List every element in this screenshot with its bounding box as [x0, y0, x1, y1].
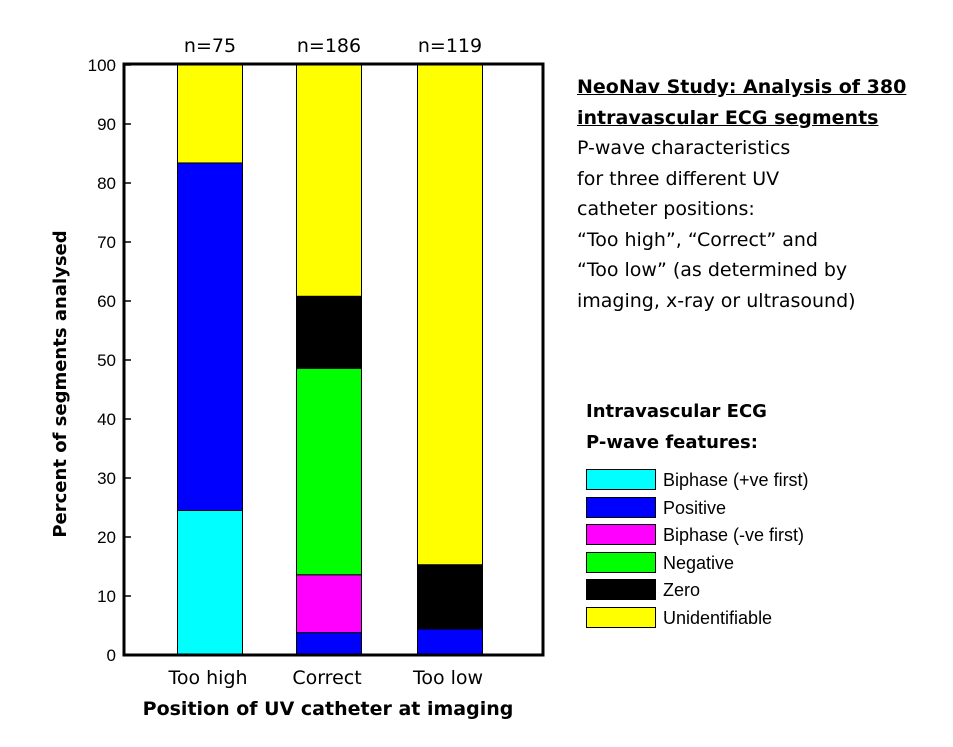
- category-count-label: n=119: [418, 35, 482, 57]
- study-title-line-2: intravascular ECG segments: [577, 106, 879, 129]
- category-count-label: n=186: [297, 35, 361, 57]
- x-tick-label: Correct: [292, 667, 361, 689]
- legend-label: Unidentifiable: [663, 607, 773, 628]
- legend-label: Negative: [663, 552, 735, 573]
- bar-segment-2-5: [417, 64, 483, 566]
- bar-segment-1-2: [296, 574, 362, 634]
- y-tick-label: 90: [97, 115, 116, 134]
- x-tick-label: Too low: [412, 667, 483, 689]
- bar-segment-0-5: [177, 64, 243, 164]
- y-tick-label: 60: [97, 292, 116, 311]
- category-count-labels: n=75 n=186 n=119: [184, 35, 482, 57]
- description-line-5: “Too low” (as determined by: [577, 259, 848, 281]
- legend-title-line-1: Intravascular ECG: [586, 401, 767, 422]
- bar-segment-2-4: [417, 564, 483, 630]
- legend-swatch: [586, 496, 656, 518]
- description-line-3: catheter positions:: [577, 198, 755, 220]
- legend-label: Biphase (+ve first): [663, 470, 809, 490]
- description-line-2: for three different UV: [577, 167, 780, 190]
- y-tick-label: 30: [97, 469, 116, 488]
- legend-label: Zero: [663, 580, 701, 600]
- bar-group: [177, 64, 483, 656]
- legend-swatch: [586, 524, 656, 545]
- y-tick-label: 40: [97, 410, 116, 429]
- y-tick-label: 20: [97, 528, 116, 547]
- legend-title-line-2: P-wave features:: [586, 432, 758, 453]
- bar-segment-1-5: [296, 64, 362, 297]
- legend-label: Positive: [663, 497, 727, 518]
- x-axis-tick-labels: Too high Correct Too low: [167, 667, 483, 689]
- bar-segment-0-0: [177, 509, 243, 656]
- y-tick-label: 100: [88, 56, 116, 75]
- x-tick-label: Too high: [167, 667, 247, 689]
- x-axis-label: Position of UV catheter at imaging: [143, 698, 514, 720]
- study-title-line-1: NeoNav Study: Analysis of 380: [577, 76, 907, 98]
- description-line-1: P-wave characteristics: [577, 137, 791, 159]
- bar-segment-1-4: [296, 295, 362, 369]
- category-count-label: n=75: [184, 35, 236, 57]
- study-annotation: NeoNav Study: Analysis of 380 intravascu…: [577, 72, 947, 316]
- description-line-6: imaging, x-ray or ultrasound): [577, 289, 856, 312]
- y-tick-label: 50: [97, 351, 116, 370]
- legend-swatch: [586, 606, 656, 628]
- bar-segment-1-1: [296, 632, 362, 656]
- legend-label: Biphase (-ve first): [663, 525, 805, 545]
- y-tick-label: 10: [97, 587, 116, 606]
- y-axis-ticks: 0 10 20 30 40 50 60 70 80 90 100: [88, 56, 131, 665]
- legend-swatch: [586, 551, 656, 573]
- y-tick-label: 70: [97, 233, 116, 252]
- y-axis-label: Percent of segments analysed: [50, 230, 71, 537]
- y-tick-label: 80: [97, 174, 116, 193]
- legend-swatch: [586, 579, 656, 600]
- bar-segment-2-1: [417, 628, 483, 656]
- bar-segment-1-3: [296, 367, 362, 576]
- y-tick-label: 0: [107, 646, 116, 665]
- bar-segment-0-1: [177, 162, 243, 511]
- legend-swatch: [586, 469, 656, 490]
- legend-title: Intravascular ECG P-wave features:: [586, 396, 767, 458]
- description-line-4: “Too high”, “Correct” and: [577, 228, 818, 251]
